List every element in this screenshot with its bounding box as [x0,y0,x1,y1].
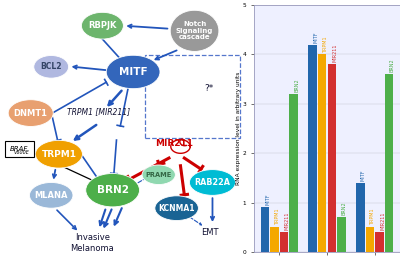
Bar [356,183,365,252]
Ellipse shape [8,100,53,126]
FancyBboxPatch shape [5,141,34,157]
Text: EMT: EMT [201,228,219,237]
Text: BRN2: BRN2 [294,78,299,92]
Bar [375,232,384,252]
Text: BRN2: BRN2 [342,202,347,215]
Text: MIR211: MIR211 [155,139,193,149]
Text: TRPM1 [MIR211]: TRPM1 [MIR211] [67,107,130,116]
Text: MIR211: MIR211 [332,44,337,62]
Bar [328,64,336,252]
Text: BRAF: BRAF [10,146,28,152]
Text: Invasive
Melanoma: Invasive Melanoma [70,233,114,253]
Text: RBPJK: RBPJK [88,21,116,30]
Text: MIR211: MIR211 [284,212,290,230]
Ellipse shape [170,10,219,51]
Text: TRPM1: TRPM1 [41,150,76,159]
Ellipse shape [35,140,82,168]
Text: RAB22A: RAB22A [194,178,230,187]
Text: BRN2: BRN2 [97,185,129,195]
Text: TRPM1: TRPM1 [275,209,280,225]
Bar [270,227,279,252]
Y-axis label: RNA expression level in arbitrary units: RNA expression level in arbitrary units [236,72,240,185]
Text: MITF: MITF [313,31,318,43]
Ellipse shape [30,182,73,208]
Bar [337,217,346,252]
Text: MITF: MITF [361,169,366,181]
Ellipse shape [82,12,123,39]
Ellipse shape [190,170,236,195]
Text: TRPM1: TRPM1 [370,209,376,225]
Text: PRAME: PRAME [146,172,172,178]
Ellipse shape [106,55,160,89]
Bar [318,54,326,252]
Text: MITF: MITF [265,194,270,206]
Ellipse shape [142,165,175,185]
Bar [308,45,317,252]
Bar [366,227,374,252]
Text: V600E: V600E [14,150,30,155]
Text: DNMT1: DNMT1 [14,108,48,118]
Text: MIR211: MIR211 [380,212,385,230]
Text: TRPM1: TRPM1 [323,36,328,52]
Bar [280,232,288,252]
Text: KCNMA1: KCNMA1 [158,204,195,213]
Ellipse shape [155,196,198,221]
Text: BCL2: BCL2 [40,62,62,71]
Text: BRN2: BRN2 [390,59,395,72]
Text: ?*: ?* [204,84,213,93]
Text: MLANA: MLANA [34,191,68,200]
Text: MITF: MITF [119,67,148,77]
Bar [261,207,269,252]
Ellipse shape [86,173,140,207]
Text: Notch
Signaling
cascade: Notch Signaling cascade [176,21,213,40]
Ellipse shape [34,56,69,78]
Bar [289,94,298,252]
Bar [385,74,393,252]
